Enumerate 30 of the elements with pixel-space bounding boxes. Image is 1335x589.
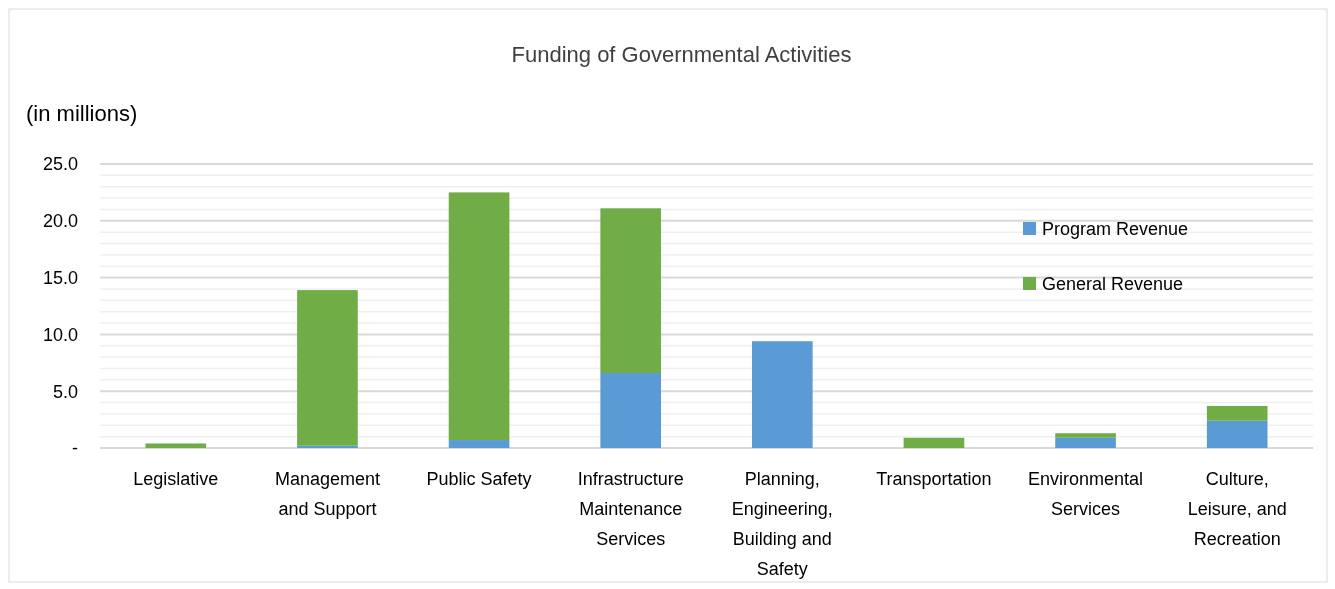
- y-tick-label: 5.0: [52, 381, 78, 402]
- legend-label: Program Revenue: [1042, 219, 1189, 240]
- bar: [1206, 405, 1268, 421]
- bar: [297, 290, 358, 446]
- bar: [903, 437, 965, 448]
- y-tick-label: 20.0: [42, 211, 78, 232]
- y-tick-label: 15.0: [42, 267, 78, 288]
- bar: [1055, 433, 1116, 438]
- x-tick-label: Infrastructure Maintenance Services: [577, 469, 684, 549]
- bar: [1055, 437, 1116, 448]
- y-axis-title: (in millions): [26, 101, 138, 126]
- x-tick-label: Culture, Leisure, and Recreation: [1187, 469, 1287, 549]
- y-tick-label: -: [72, 438, 78, 459]
- x-tick-label: Transportation: [876, 469, 992, 489]
- bar: [600, 208, 662, 374]
- x-tick-label: Legislative: [133, 469, 219, 489]
- bar: [751, 341, 813, 448]
- bar: [145, 443, 207, 448]
- legend-label: General Revenue: [1042, 274, 1184, 295]
- bar: [1206, 420, 1268, 448]
- bar: [600, 373, 662, 448]
- x-tick-label: Planning, Engineering, Building and Safety: [731, 469, 833, 579]
- chart-title: Funding of Governmental Activities: [511, 42, 852, 67]
- x-tick-label: Environmental Services: [1028, 469, 1144, 519]
- bar: [448, 192, 510, 441]
- y-tick-label: 10.0: [42, 324, 78, 345]
- x-tick-label: Public Safety: [426, 469, 532, 489]
- bar: [448, 440, 510, 448]
- x-tick-label: Management and Support: [274, 469, 380, 519]
- y-tick-label: 25.0: [42, 154, 78, 175]
